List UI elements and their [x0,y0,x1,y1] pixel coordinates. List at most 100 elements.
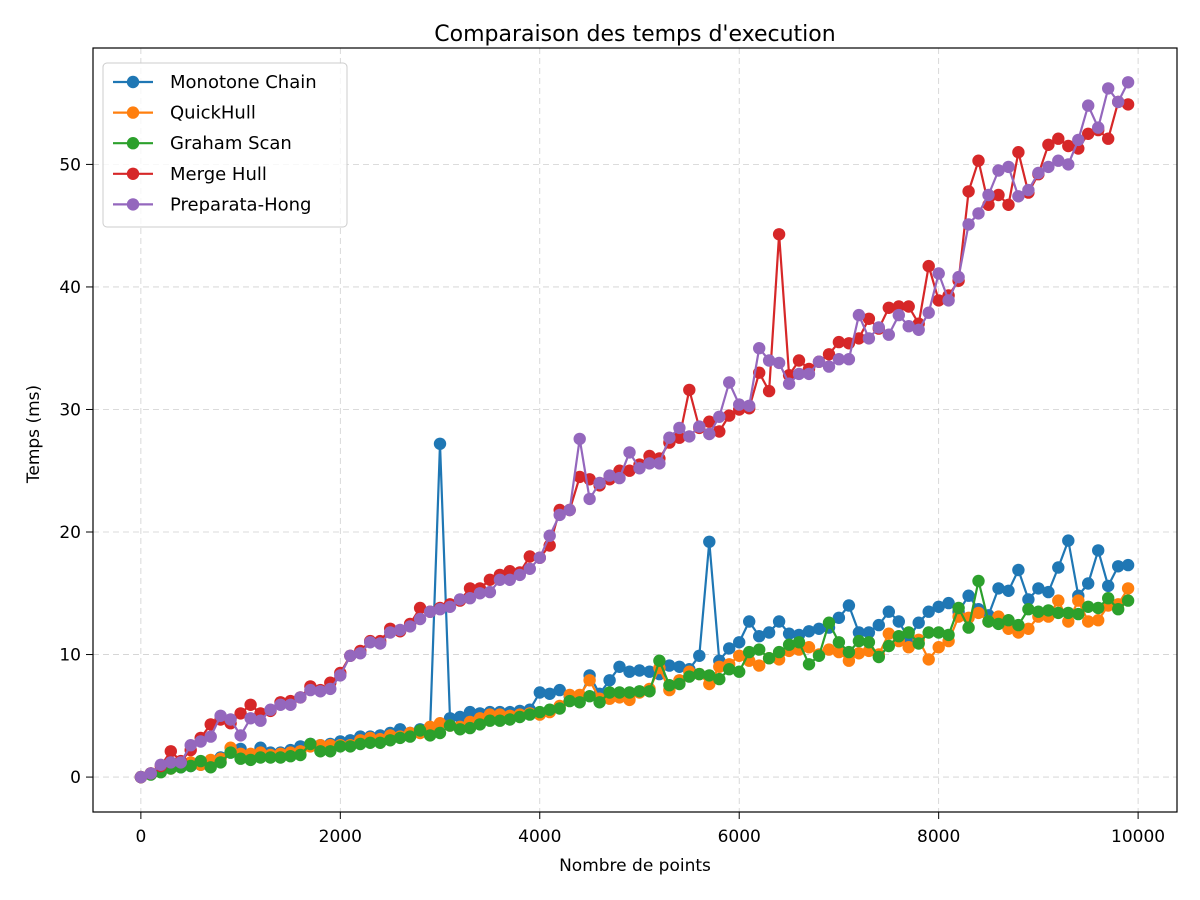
data-point-quickhull [822,643,836,656]
data-point-merge-hull [164,745,177,758]
data-point-preparata-hong [284,698,297,711]
legend-item-monotone-chain: Monotone Chain [113,72,317,93]
data-point-preparata-hong [204,730,217,743]
data-point-preparata-hong [862,332,876,345]
data-point-quickhull [832,645,846,659]
data-point-preparata-hong [1042,160,1055,174]
data-point-graham-scan [1092,601,1105,615]
data-point-merge-hull [673,431,686,444]
data-point-graham-scan [513,710,526,724]
data-point-preparata-hong [453,593,467,606]
data-point-graham-scan [812,649,826,662]
data-point-graham-scan [673,677,686,691]
data-point-monotone-chain [543,687,556,700]
data-point-preparata-hong [922,306,935,319]
data-point-preparata-hong [413,612,427,626]
legend-item-graham-scan: Graham Scan [113,133,292,154]
data-point-graham-scan [334,740,347,753]
data-point-graham-scan [962,621,975,634]
data-point-monotone-chain [633,664,646,677]
data-point-graham-scan [463,721,477,735]
data-point-quickhull [972,606,985,620]
data-point-preparata-hong [393,623,407,637]
data-point-monotone-chain [862,626,876,639]
data-point-monotone-chain [832,611,846,624]
data-point-graham-scan [882,639,895,653]
data-point-preparata-hong [134,770,148,784]
data-point-preparata-hong [264,703,277,716]
data-point-preparata-hong [992,164,1005,177]
data-point-graham-scan [743,645,756,659]
data-point-monotone-chain [433,437,447,450]
data-point-merge-hull [234,707,247,720]
data-point-graham-scan [453,723,467,736]
data-point-graham-scan [374,736,387,749]
data-point-merge-hull [1102,132,1115,145]
data-point-graham-scan [254,751,267,764]
data-point-graham-scan [483,714,497,727]
data-point-graham-scan [184,759,197,773]
data-point-monotone-chain [613,660,626,673]
data-point-merge-hull [523,550,536,563]
data-point-graham-scan [942,628,955,642]
data-point-graham-scan [912,637,925,650]
data-point-quickhull [1022,622,1035,635]
legend-swatch-marker [126,75,140,89]
data-point-graham-scan [1121,594,1135,607]
data-point-monotone-chain [753,630,766,643]
data-point-preparata-hong [334,669,347,682]
data-point-quickhull [932,641,945,654]
data-point-graham-scan [533,705,546,719]
data-point-preparata-hong [643,457,656,470]
data-point-preparata-hong [493,573,507,586]
y-tick-label: 50 [59,155,81,175]
legend-item-quickhull: QuickHull [113,103,256,124]
data-point-graham-scan [1002,614,1015,627]
data-point-preparata-hong [364,636,377,649]
data-point-graham-scan [344,740,357,753]
data-point-monotone-chain [782,627,796,640]
x-tick-label: 0 [135,827,146,847]
data-point-graham-scan [443,719,457,732]
data-point-monotone-chain [693,649,706,662]
data-point-preparata-hong [982,188,995,202]
data-point-monotone-chain [733,636,746,649]
x-tick-label: 8000 [917,827,960,847]
data-point-merge-hull [703,415,716,428]
data-point-monotone-chain [912,616,925,629]
data-point-graham-scan [872,650,885,664]
legend-swatch-marker [126,198,140,211]
data-point-preparata-hong [942,294,955,307]
data-point-preparata-hong [832,353,846,366]
data-point-quickhull [882,627,895,640]
data-point-graham-scan [563,694,576,708]
data-point-graham-scan [423,729,437,742]
data-point-graham-scan [1032,605,1045,618]
legend-swatch-marker [126,106,140,119]
data-point-merge-hull [1121,98,1135,111]
data-point-preparata-hong [593,476,606,490]
data-point-preparata-hong [144,767,157,780]
series-lines [134,76,1135,784]
data-point-graham-scan [403,730,417,743]
data-point-graham-scan [553,702,566,715]
data-point-merge-hull [892,300,905,313]
data-point-merge-hull [922,259,935,273]
data-point-graham-scan [822,616,836,629]
data-point-preparata-hong [473,587,487,600]
data-point-preparata-hong [583,492,596,506]
data-point-graham-scan [284,750,297,763]
data-point-preparata-hong [693,420,706,433]
data-point-graham-scan [852,634,866,648]
data-point-graham-scan [354,737,367,751]
data-point-graham-scan [573,696,586,709]
data-point-graham-scan [364,736,377,749]
data-point-merge-hull [244,698,257,711]
data-point-monotone-chain [643,665,656,678]
data-point-preparata-hong [1092,121,1105,134]
data-point-graham-scan [892,630,905,643]
data-point-quickhull [753,659,766,672]
data-point-merge-hull [992,188,1005,202]
data-point-graham-scan [842,645,856,659]
data-point-monotone-chain [453,710,467,724]
